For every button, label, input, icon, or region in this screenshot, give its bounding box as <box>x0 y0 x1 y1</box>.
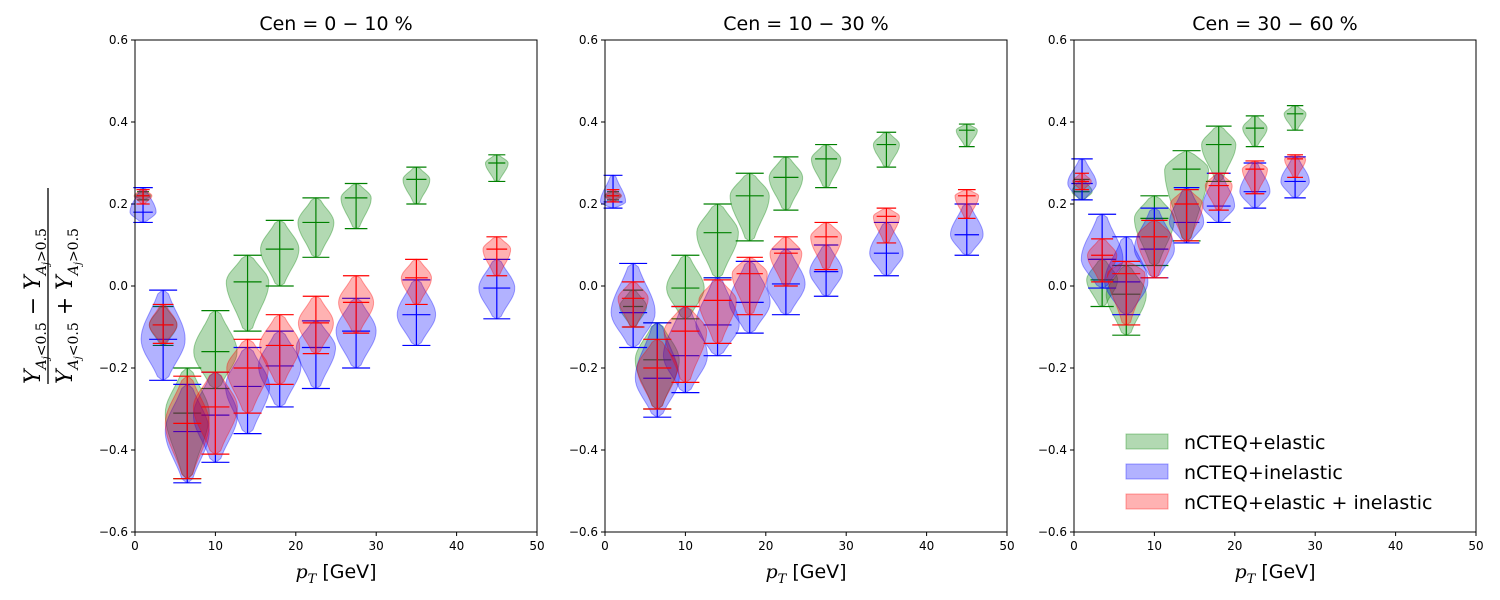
series-1 <box>604 123 978 410</box>
svg-text:YAj<0.5 + YAj>0.5: YAj<0.5 + YAj>0.5 <box>53 228 84 384</box>
legend-item: nCTEQ+inelastic <box>1125 462 1343 484</box>
plot-frame <box>134 39 538 533</box>
x-tick-label: 30 <box>1308 539 1323 553</box>
legend-swatch <box>1125 463 1169 480</box>
x-tick-label: 50 <box>1468 539 1483 553</box>
panel-title: Cen = 30 − 60 % <box>1192 13 1357 35</box>
x-tick-label: 20 <box>758 539 773 553</box>
x-tick-label: 0 <box>1070 539 1078 553</box>
y-tick-label: −0.4 <box>99 443 128 457</box>
legend-swatch <box>1125 493 1169 510</box>
plot-frame <box>604 39 1008 533</box>
series-3 <box>133 189 512 480</box>
x-tick-label: 50 <box>999 539 1014 553</box>
legend-label: nCTEQ+elastic + inelastic <box>1184 492 1432 514</box>
y-tick-label: −0.6 <box>569 525 598 539</box>
y-tick-label: 0.4 <box>1048 115 1067 129</box>
y-tick-label: 0.2 <box>579 197 598 211</box>
y-tick-label: −0.2 <box>1038 361 1067 375</box>
panel-1: Cen = 0 − 10 % 0 10 20 30 40 50 −0.6 −0.4 −0.2 0.0… <box>99 13 545 587</box>
x-tick-label: 0 <box>131 539 139 553</box>
panel-title: Cen = 0 − 10 % <box>259 13 412 35</box>
x-axis-label: pT [GeV] <box>765 561 846 587</box>
y-tick-label: −0.2 <box>99 361 128 375</box>
y-tick-label: −0.2 <box>569 361 598 375</box>
x-tick-label: 10 <box>1147 539 1162 553</box>
panel-3: Cen = 30 − 60 % 0 10 20 30 40 50 −0.6 −0.4 −0.2 0.… <box>1038 13 1484 587</box>
plot-frame <box>1073 39 1477 533</box>
x-tick-label: 40 <box>919 539 934 553</box>
x-tick-label: 30 <box>369 539 384 553</box>
x-tick-label: 0 <box>601 539 609 553</box>
y-tick-label: 0.0 <box>109 279 128 293</box>
x-tick-label: 50 <box>529 539 544 553</box>
x-tick-label: 40 <box>1388 539 1403 553</box>
y-tick-label: 0.2 <box>1048 197 1067 211</box>
y-tick-label: 0.6 <box>109 33 128 47</box>
x-tick-label: 10 <box>678 539 693 553</box>
y-tick-label: 0.0 <box>579 279 598 293</box>
y-tick-label: −0.6 <box>99 525 128 539</box>
x-tick-label: 40 <box>449 539 464 553</box>
y-tick-label: 0.4 <box>579 115 598 129</box>
x-axis-label: pT [GeV] <box>1234 561 1315 587</box>
x-tick-label: 10 <box>208 539 223 553</box>
y-tick-label: 0.2 <box>109 197 128 211</box>
series-3 <box>1072 154 1307 326</box>
x-axis-label: pT [GeV] <box>295 561 376 587</box>
panel-2: Cen = 10 − 30 % 0 10 20 30 40 50 −0.6 −0.4 −0.2 0.… <box>569 13 1015 587</box>
y-tick-label: 0.4 <box>109 115 128 129</box>
y-tick-label: −0.4 <box>1038 443 1067 457</box>
panels: Cen = 0 − 10 % 0 10 20 30 40 50 −0.6 −0.4 −0.2 0.0… <box>99 13 1484 587</box>
series-1 <box>134 154 509 480</box>
series-2 <box>599 174 984 418</box>
panel-title: Cen = 10 − 30 % <box>723 13 888 35</box>
y-tick-label: 0.0 <box>1048 279 1067 293</box>
legend-swatch <box>1125 433 1169 450</box>
y-tick-label: 0.6 <box>1048 33 1067 47</box>
svg-text:YAj<0.5 − YAj>0.5: YAj<0.5 − YAj>0.5 <box>21 228 52 384</box>
legend: nCTEQ+elastic nCTEQ+inelastic nCTEQ+elasti… <box>1125 432 1432 514</box>
y-tick-label: −0.4 <box>569 443 598 457</box>
legend-item: nCTEQ+elastic + inelastic <box>1125 492 1432 514</box>
legend-item: nCTEQ+elastic <box>1125 432 1325 454</box>
x-tick-label: 30 <box>839 539 854 553</box>
legend-label: nCTEQ+elastic <box>1184 432 1325 454</box>
x-tick-label: 20 <box>1227 539 1242 553</box>
y-tick-label: 0.6 <box>579 33 598 47</box>
x-tick-label: 20 <box>288 539 303 553</box>
legend-label: nCTEQ+inelastic <box>1184 462 1343 484</box>
series-3 <box>604 189 980 410</box>
y-tick-label: −0.6 <box>1038 525 1067 539</box>
